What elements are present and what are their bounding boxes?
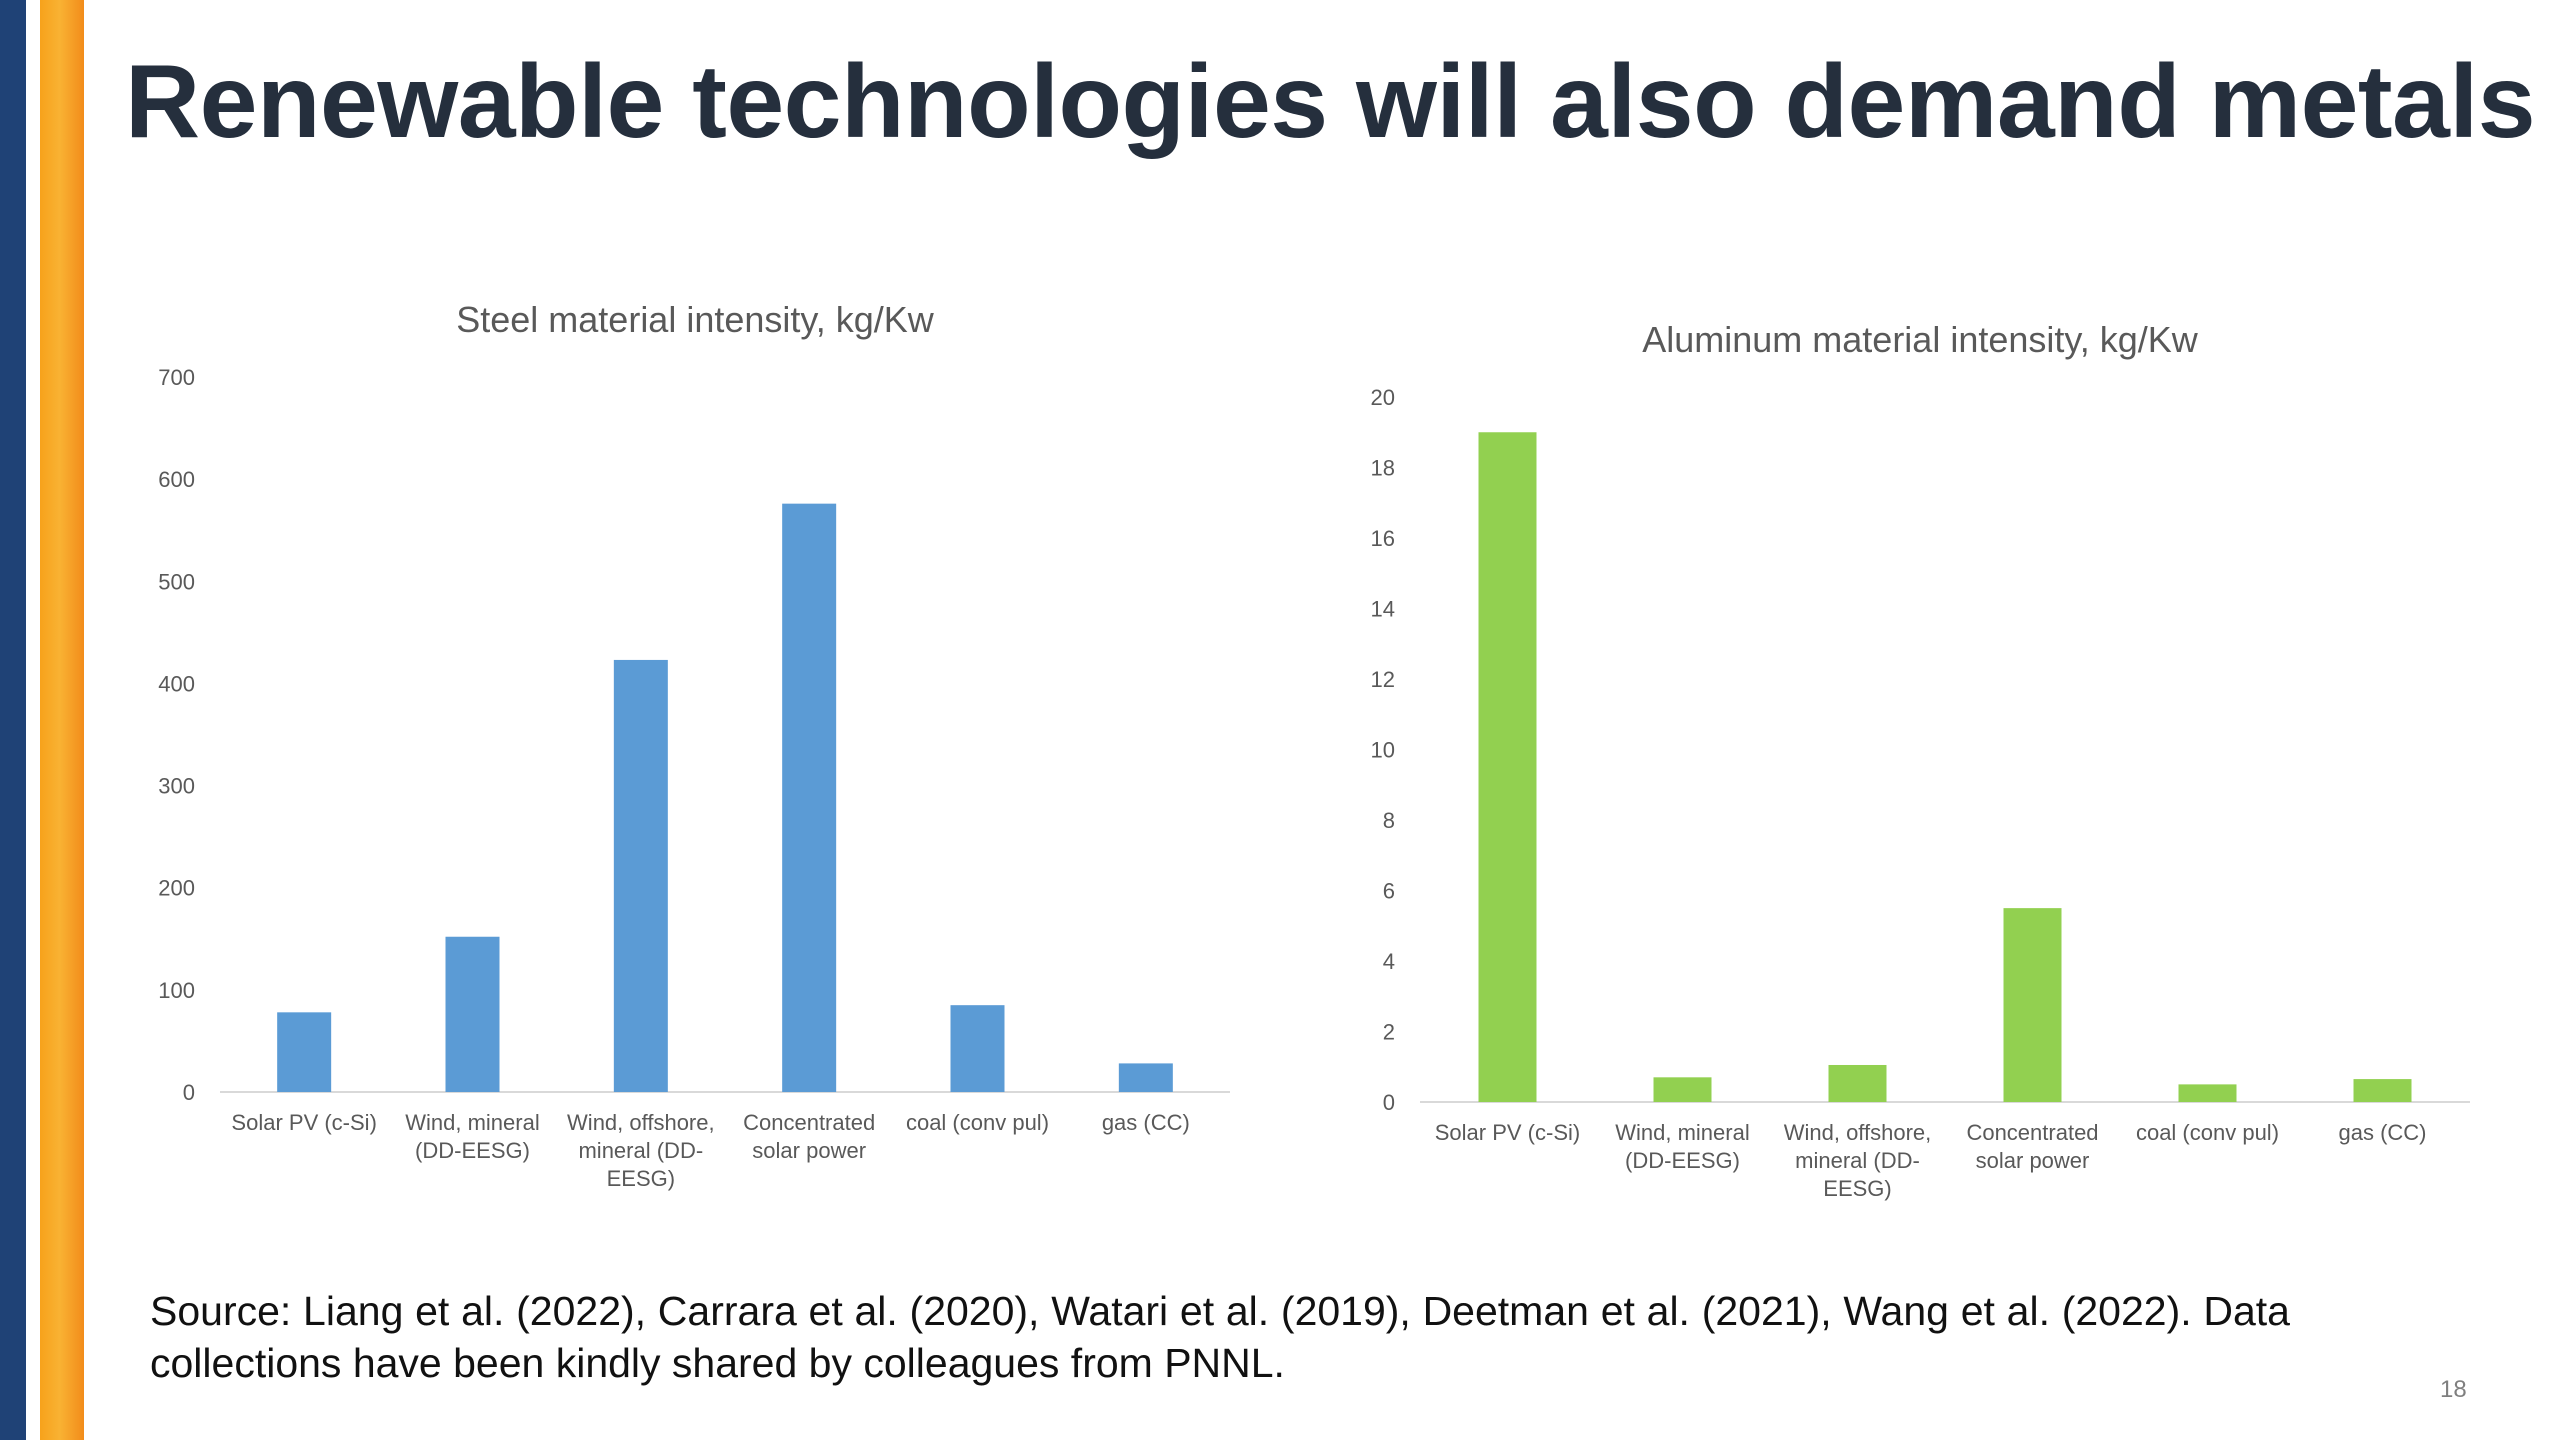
steel-y-tick-label: 300 xyxy=(158,774,195,799)
steel-y-tick-label: 700 xyxy=(158,365,195,390)
left-orange-stripe xyxy=(40,0,84,1440)
steel-bar xyxy=(1118,1063,1173,1092)
aluminum-y-tick-label: 10 xyxy=(1371,738,1395,763)
aluminum-y-tick-label: 14 xyxy=(1371,597,1395,622)
aluminum-chart-title: Aluminum material intensity, kg/Kw xyxy=(1642,319,2199,360)
aluminum-y-tick-label: 2 xyxy=(1383,1020,1395,1045)
steel-category-label: Solar PV (c-Si) xyxy=(231,1110,376,1135)
aluminum-y-tick-label: 16 xyxy=(1371,526,1395,551)
aluminum-bar xyxy=(1828,1064,1887,1102)
steel-y-tick-label: 500 xyxy=(158,569,195,594)
page-number: 18 xyxy=(2440,1376,2467,1403)
aluminum-y-tick-label: 8 xyxy=(1383,808,1395,833)
aluminum-y-tick-label: 4 xyxy=(1383,949,1395,974)
source-citation: Source: Liang et al. (2022), Carrara et … xyxy=(150,1288,2290,1386)
aluminum-y-tick-label: 18 xyxy=(1371,456,1395,481)
steel-category-label: Wind, mineral (DD-EESG) xyxy=(405,1110,539,1163)
steel-category-label: Wind, offshore, mineral (DD-EESG) xyxy=(567,1110,715,1191)
aluminum-category-label: Wind, mineral (DD-EESG) xyxy=(1615,1120,1749,1173)
aluminum-bar xyxy=(1478,432,1537,1102)
steel-chart-title: Steel material intensity, kg/Kw xyxy=(456,299,935,340)
steel-intensity-chart: Steel material intensity, kg/Kw 0 100 200 30… xyxy=(140,280,1240,1220)
steel-bar xyxy=(613,659,668,1092)
aluminum-category-label: coal (conv pul) xyxy=(2136,1120,2279,1145)
aluminum-category-label: Wind, offshore, mineral (DD-EESG) xyxy=(1784,1120,1932,1201)
steel-y-tick-label: 0 xyxy=(183,1080,195,1105)
aluminum-y-tick-label: 6 xyxy=(1383,879,1395,904)
aluminum-category-label: Solar PV (c-Si) xyxy=(1435,1120,1580,1145)
aluminum-chart-svg: Aluminum material intensity, kg/Kw 0 2 4 6 8 1… xyxy=(1371,319,2470,1201)
steel-category-label: coal (conv pul) xyxy=(906,1110,1049,1135)
steel-y-tick-label: 400 xyxy=(158,671,195,696)
steel-y-tick-label: 200 xyxy=(158,876,195,901)
slide-title: Renewable technologies will also demand … xyxy=(125,44,2536,160)
steel-y-tick-label: 100 xyxy=(158,978,195,1003)
aluminum-y-tick-label: 12 xyxy=(1371,667,1395,692)
steel-bar xyxy=(277,1012,332,1092)
aluminum-y-tick-label: 0 xyxy=(1383,1090,1395,1115)
aluminum-bar xyxy=(2003,908,2062,1102)
steel-chart-svg: Steel material intensity, kg/Kw 0 100 200 30… xyxy=(158,299,1230,1191)
steel-category-label: gas (CC) xyxy=(1102,1110,1190,1135)
aluminum-category-label: Concentrated solar power xyxy=(1966,1120,2098,1173)
aluminum-bar xyxy=(2178,1084,2237,1102)
aluminum-bar xyxy=(2353,1079,2412,1102)
aluminum-y-tick-label: 20 xyxy=(1371,385,1395,410)
steel-bar xyxy=(782,503,837,1092)
aluminum-category-label: gas (CC) xyxy=(2338,1120,2426,1145)
steel-bar xyxy=(950,1005,1005,1092)
steel-y-tick-label: 600 xyxy=(158,467,195,492)
aluminum-bar xyxy=(1653,1077,1712,1102)
left-blue-stripe xyxy=(0,0,26,1440)
steel-bar xyxy=(445,936,500,1092)
left-stripe-gap xyxy=(26,0,40,1440)
steel-category-label: Concentrated solar power xyxy=(743,1110,875,1163)
aluminum-intensity-chart: Aluminum material intensity, kg/Kw 0 2 4 6 8 1… xyxy=(1330,300,2480,1220)
